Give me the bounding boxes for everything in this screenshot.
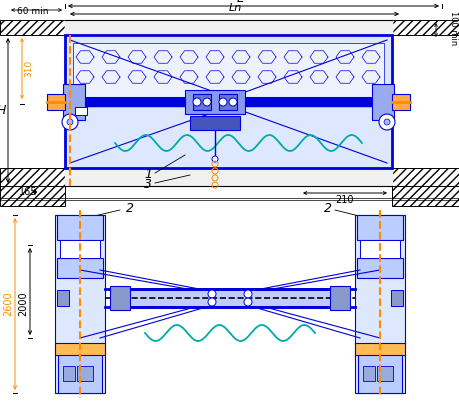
Circle shape bbox=[243, 298, 252, 306]
Bar bbox=[218, 94, 236, 110]
Bar bbox=[75, 107, 87, 115]
Bar bbox=[55, 343, 105, 355]
Text: 100 min: 100 min bbox=[448, 11, 457, 45]
Bar bbox=[329, 286, 349, 310]
Bar bbox=[354, 343, 404, 355]
Text: L: L bbox=[236, 0, 243, 5]
Bar bbox=[185, 90, 245, 114]
Bar bbox=[47, 94, 65, 110]
Text: 3: 3 bbox=[144, 179, 151, 191]
Bar bbox=[0, 168, 67, 186]
Bar bbox=[371, 84, 393, 120]
Circle shape bbox=[229, 98, 236, 106]
Text: 2600: 2600 bbox=[3, 292, 13, 316]
Circle shape bbox=[378, 114, 394, 130]
Bar bbox=[55, 215, 105, 393]
Circle shape bbox=[67, 119, 73, 125]
Text: 2: 2 bbox=[323, 202, 331, 214]
Bar bbox=[359, 240, 399, 258]
Text: Ln: Ln bbox=[228, 3, 241, 13]
Bar bbox=[57, 215, 103, 240]
Bar bbox=[0, 186, 65, 206]
Text: 310: 310 bbox=[24, 59, 33, 77]
Bar bbox=[120, 289, 339, 307]
Bar bbox=[57, 258, 103, 278]
Circle shape bbox=[62, 114, 78, 130]
Text: H: H bbox=[0, 104, 6, 116]
Bar bbox=[63, 84, 85, 120]
Bar bbox=[376, 366, 392, 381]
Bar bbox=[73, 43, 383, 101]
Bar bbox=[60, 240, 100, 258]
Circle shape bbox=[383, 119, 389, 125]
Circle shape bbox=[243, 290, 252, 298]
Bar bbox=[63, 366, 75, 381]
Circle shape bbox=[218, 98, 226, 106]
Bar bbox=[77, 366, 93, 381]
Bar bbox=[390, 290, 402, 306]
Bar bbox=[356, 258, 402, 278]
Bar bbox=[389, 168, 459, 186]
Text: 2000: 2000 bbox=[18, 292, 28, 316]
Bar bbox=[58, 353, 102, 393]
Text: 210: 210 bbox=[335, 195, 353, 205]
Text: 1: 1 bbox=[144, 168, 151, 181]
Bar bbox=[193, 94, 211, 110]
Circle shape bbox=[212, 156, 218, 162]
Circle shape bbox=[193, 98, 201, 106]
Bar bbox=[190, 116, 240, 130]
Bar bbox=[57, 290, 69, 306]
Bar bbox=[65, 35, 391, 168]
Bar bbox=[389, 20, 459, 35]
Circle shape bbox=[207, 298, 216, 306]
Circle shape bbox=[207, 290, 216, 298]
Bar bbox=[391, 94, 409, 110]
Bar bbox=[357, 353, 401, 393]
Bar bbox=[0, 20, 67, 35]
Text: 60 min: 60 min bbox=[17, 7, 49, 16]
Text: 2: 2 bbox=[126, 202, 134, 214]
Bar bbox=[110, 286, 130, 310]
Circle shape bbox=[202, 98, 211, 106]
Bar bbox=[391, 186, 459, 206]
Bar bbox=[356, 215, 402, 240]
Text: 165: 165 bbox=[19, 187, 37, 197]
Bar bbox=[354, 215, 404, 393]
Bar bbox=[362, 366, 374, 381]
